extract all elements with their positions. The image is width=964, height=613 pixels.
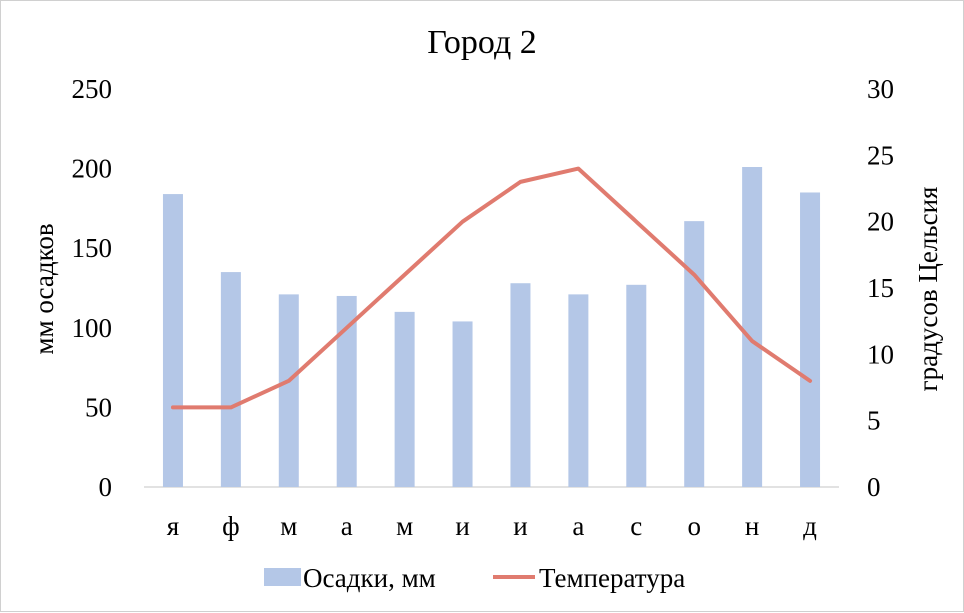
bar [510,283,531,487]
bar [742,167,763,487]
bar [220,272,241,487]
bar [336,295,357,487]
bar [684,221,705,488]
y-tick-label: 250 [72,74,113,104]
y2-ticks-group: 0 5 10 15 20 25 30 [867,74,894,502]
legend-swatch-precip [264,568,301,586]
bar [568,294,589,487]
bar [162,194,183,487]
x-tick-label: а [572,511,584,541]
x-tick-label: м [280,511,297,541]
y2-tick-label: 20 [867,207,894,237]
x-tick-label: с [630,511,642,541]
y2-tick-label: 0 [867,472,881,502]
x-tick-label: ф [222,511,240,541]
x-tick-label: м [396,511,413,541]
legend-label-temp: Температура [539,563,685,593]
legend: Осадки, мм Температура [264,563,685,593]
y-tick-label: 200 [72,154,113,184]
y-ticks-group: 0 50 100 150 200 250 [72,74,113,502]
x-tick-label: а [341,511,353,541]
x-tick-label: я [167,511,179,541]
bar [394,311,415,487]
y2-tick-label: 30 [867,74,894,104]
y2-axis-label: градусов Цельсия [913,187,943,392]
legend-label-precip: Осадки, мм [303,563,436,593]
y2-tick-label: 25 [867,140,894,170]
x-tick-label: и [455,511,469,541]
x-tick-label: д [803,511,817,541]
chart-title: Город 2 [427,24,537,61]
y-tick-label: 0 [99,472,113,502]
bar [452,321,473,487]
y-axis-label: мм осадков [29,223,59,354]
y-tick-label: 50 [85,392,112,422]
y2-tick-label: 10 [867,339,894,369]
bars-group [162,167,821,488]
y2-tick-label: 5 [867,406,881,436]
x-tick-label: и [513,511,527,541]
temperature-line [170,166,813,410]
y2-tick-label: 15 [867,273,894,303]
y-tick-label: 150 [72,233,113,263]
bar [278,294,299,487]
bar [800,192,821,488]
line-group [170,166,813,410]
x-tick-label: о [687,511,701,541]
bar [626,284,647,487]
y-tick-label: 100 [72,313,113,343]
x-tick-label: н [745,511,759,541]
